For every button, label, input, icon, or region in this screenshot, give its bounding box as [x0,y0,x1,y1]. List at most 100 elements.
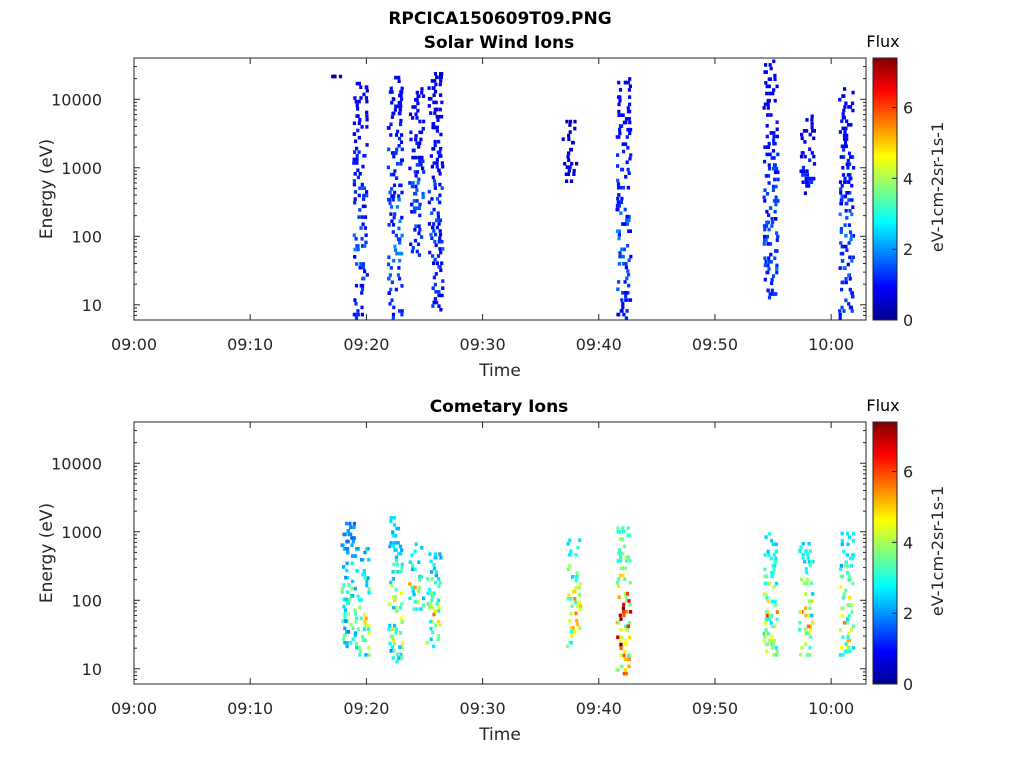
data-cell [623,280,627,284]
data-cell [357,99,361,104]
data-cell [432,612,436,617]
data-cell [433,609,438,613]
data-cell [430,598,434,603]
data-cell [408,166,412,171]
data-cell [617,262,621,266]
data-cell [805,653,810,657]
data-cell [763,256,767,260]
data-cell [413,585,417,590]
data-cell [765,209,769,214]
data-cell [628,298,633,302]
data-cell [808,158,812,162]
data-cell [415,116,419,120]
data-cell [396,162,400,166]
data-cell [577,593,582,597]
data-cell [418,228,422,232]
data-cell [434,100,438,105]
data-cell [850,259,854,263]
data-cell [416,600,420,604]
data-cell [798,628,802,632]
data-cell [397,111,401,116]
data-cell [808,549,812,553]
data-cell [848,287,852,292]
data-cell [772,624,776,629]
data-cell [363,226,367,230]
data-cell [387,602,391,606]
data-cell [850,198,854,202]
data-cell [838,180,843,184]
data-cell [844,280,848,285]
data-cell [389,172,393,177]
data-cell [414,224,418,228]
data-cell [397,144,401,148]
burst-7 [762,59,780,300]
data-cell [765,270,769,275]
data-cell [624,265,628,270]
data-cell [358,265,362,270]
data-cell [616,526,620,530]
data-cell [428,587,432,592]
data-cell [618,127,622,132]
data-cell [845,553,849,557]
data-cell [438,232,443,237]
data-cell [569,626,573,630]
data-cell [388,302,392,306]
data-cell [352,182,356,187]
data-cell [430,577,434,581]
data-cell [430,79,434,83]
data-cell [352,536,356,540]
data-cell [619,646,623,650]
data-cell [803,559,807,564]
data-cell [569,549,573,553]
data-cell [621,551,625,556]
data-cell [843,87,847,91]
data-cell [849,603,853,607]
data-cell [396,541,400,545]
data-cell [359,598,364,602]
figure-title: RPCICA150609T09.PNG [388,9,611,29]
data-cell [803,581,807,585]
data-cell [762,242,766,246]
data-cell [353,298,357,302]
data-cell [433,282,437,287]
data-cell [764,617,768,621]
data-cell [620,309,624,313]
data-cell [843,180,847,184]
data-cell [430,619,434,624]
data-cell [418,159,422,163]
data-cell [432,644,436,649]
data-cell [622,544,627,549]
data-cell [394,609,398,613]
data-cell [389,212,393,216]
data-cell [365,583,369,588]
data-cell [851,234,855,238]
data-cell [393,595,397,599]
data-cell [624,559,629,563]
data-cell [357,150,361,154]
data-cell [626,653,631,658]
data-cell [775,617,779,621]
data-cell [845,248,849,252]
data-cell [400,309,404,313]
burst-1 [354,547,371,657]
data-cell [392,523,397,527]
data-cell [618,251,622,255]
data-cell [438,107,442,112]
data-cell [346,630,351,634]
data-cell [391,312,396,317]
data-cell [439,268,443,273]
data-cell [574,600,578,605]
data-cell [400,620,404,624]
data-cell [431,175,435,180]
data-cell [433,552,437,556]
data-cell [628,580,632,585]
data-cell [344,641,348,645]
data-cell [765,642,769,646]
data-cell [399,104,403,109]
data-cell [622,602,626,607]
data-cell [427,189,431,194]
data-cell [810,180,814,184]
data-cell [361,244,365,248]
data-cell [439,147,443,151]
data-cell [414,134,418,138]
